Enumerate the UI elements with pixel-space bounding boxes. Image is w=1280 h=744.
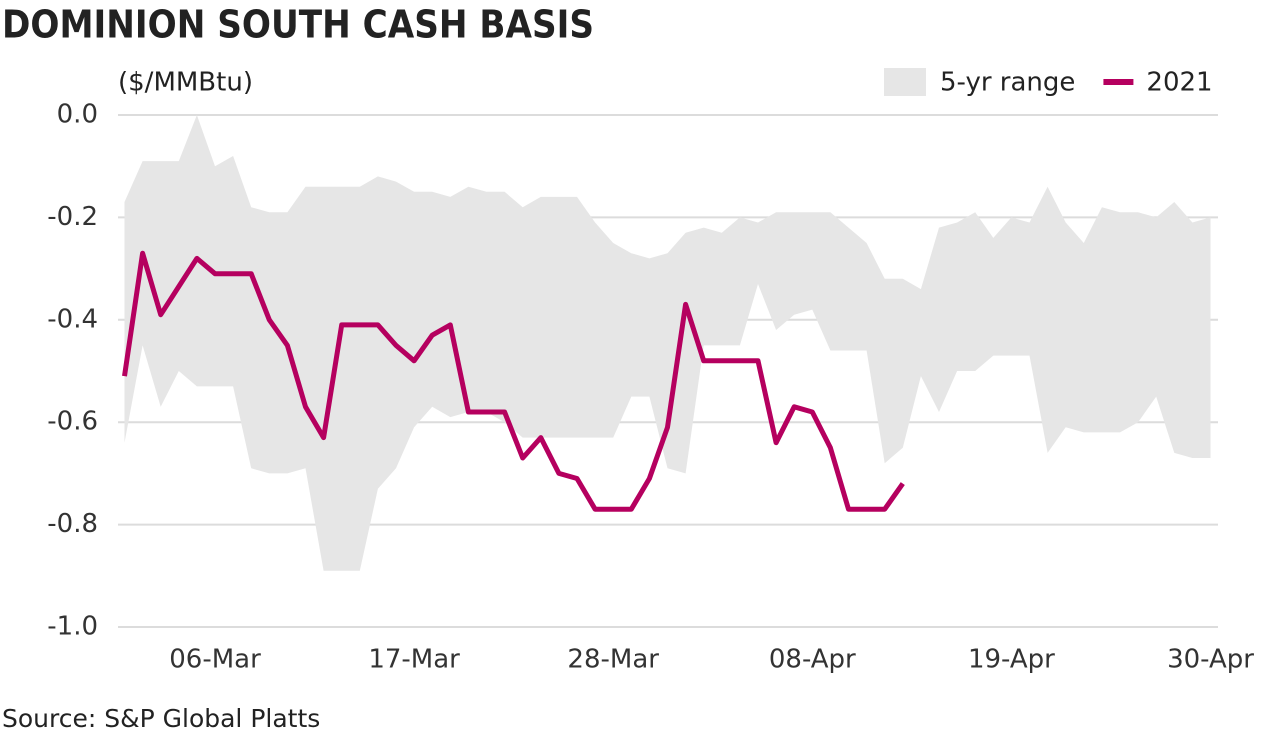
y-tick-label: 0.0 [57,100,98,130]
y-axis-label: ($/MMBtu) [118,68,253,98]
range-area [124,115,1211,571]
y-tick-label: -0.8 [47,509,98,539]
x-tick-label: 06-Mar [169,645,261,675]
x-tick-label: 30-Apr [1167,645,1254,675]
y-tick-label: -1.0 [47,612,98,642]
legend-swatch [884,68,926,96]
legend: 5-yr range 2021 [884,68,1213,98]
chart-title: DOMINION SOUTH CASH BASIS [2,3,594,47]
x-tick-label: 17-Mar [368,645,460,675]
y-tick-label: -0.6 [47,407,98,437]
legend-label: 2021 [1146,68,1212,98]
y-tick-label: -0.4 [47,304,98,334]
x-tick-label: 08-Apr [769,645,856,675]
x-tick-label: 19-Apr [968,645,1055,675]
line [122,250,905,512]
plot [122,115,1211,571]
source: Source: S&P Global Platts [2,704,320,733]
x-tick-label: 28-Mar [567,645,659,675]
y-tick-label: -0.2 [47,202,98,232]
legend-label: 5-yr range [940,68,1075,98]
